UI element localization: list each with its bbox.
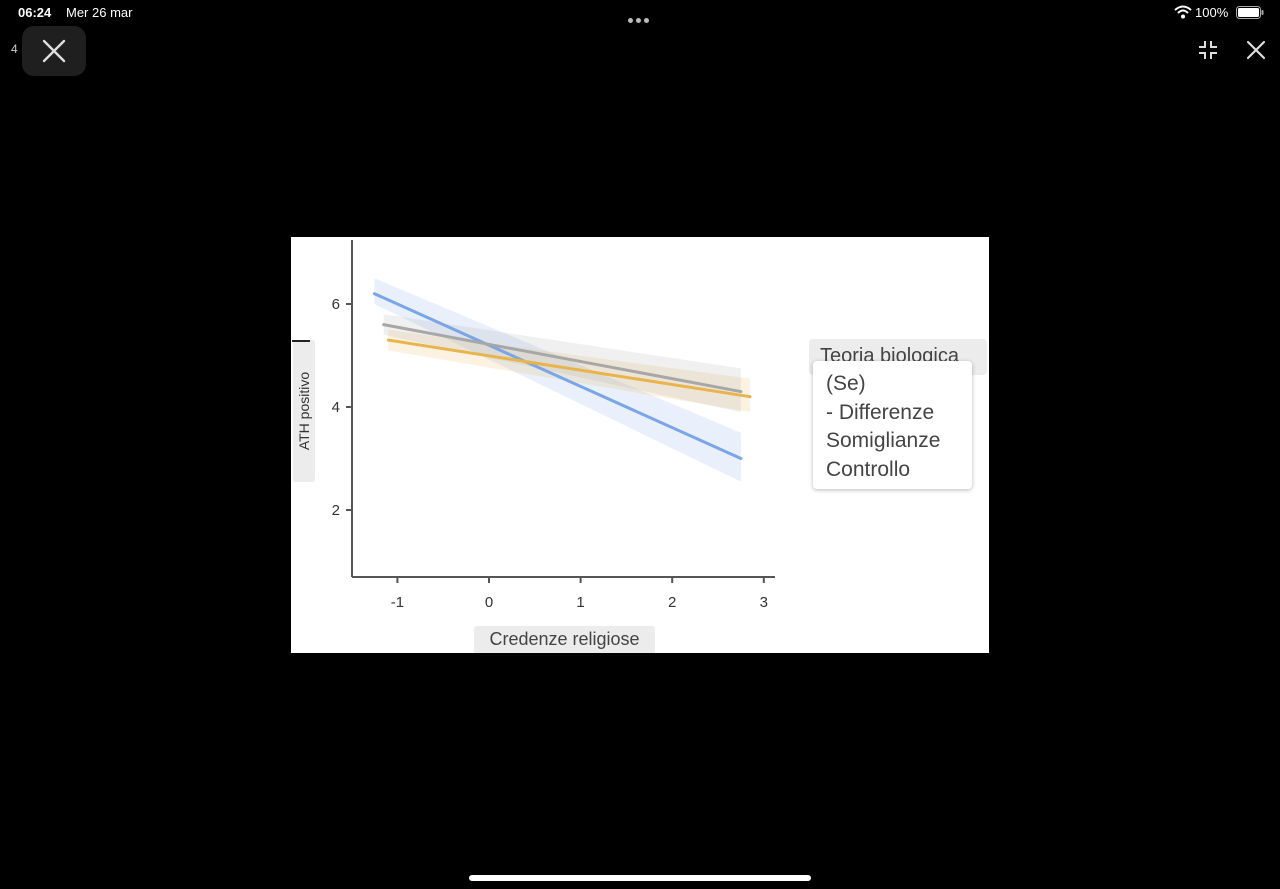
y-axis-label-mark [292,340,310,342]
x-tick-label: 2 [668,594,676,611]
series-line-1 [386,338,752,399]
x-axis-label: Credenze religiose [474,626,655,653]
y-tick-label: 6 [332,296,340,313]
home-indicator [469,875,811,881]
ci-band-0 [374,278,741,482]
fullscreen-exit-icon[interactable] [1196,38,1220,62]
x-tick-label: 3 [760,594,768,611]
legend: (Se) - Differenze Somiglianze Controllo [813,361,972,489]
close-icon [42,39,66,63]
more-dots-icon[interactable] [628,10,652,23]
y-axis-label-box [293,340,315,482]
chart-plot: -1 0 1 2 3 2 4 6 [332,240,775,611]
y-axis-label: ATH positivo [296,371,312,451]
ci-band-1 [388,329,751,413]
legend-item: Controllo [826,457,911,481]
close-icon[interactable] [1244,38,1268,62]
legend-item: - Differenze [826,400,935,424]
status-bar: 06:24 Mer 26 mar 100% [0,0,1280,26]
close-button[interactable] [22,26,86,76]
battery-icon [1236,6,1264,19]
status-date: Mer 26 mar [66,5,133,20]
y-tick-label: 4 [332,399,340,416]
battery-percent: 100% [1195,5,1229,20]
y-tick-label: 2 [332,502,340,519]
chart-figure: -1 0 1 2 3 2 4 6 ATH positivo Credenze religios… [291,237,989,653]
legend-item: (Se) [826,372,866,395]
series-line-2 [382,323,743,394]
x-tick-label: 1 [576,594,584,611]
status-time: 06:24 [18,5,52,20]
ci-band-2 [383,314,741,413]
page-counter: 4 [11,42,18,56]
legend-item: Somiglianze [826,429,941,452]
series-line-0 [373,292,743,460]
wifi-icon [1174,5,1192,19]
x-tick-label: 0 [485,594,493,611]
x-tick-label: -1 [391,594,404,611]
